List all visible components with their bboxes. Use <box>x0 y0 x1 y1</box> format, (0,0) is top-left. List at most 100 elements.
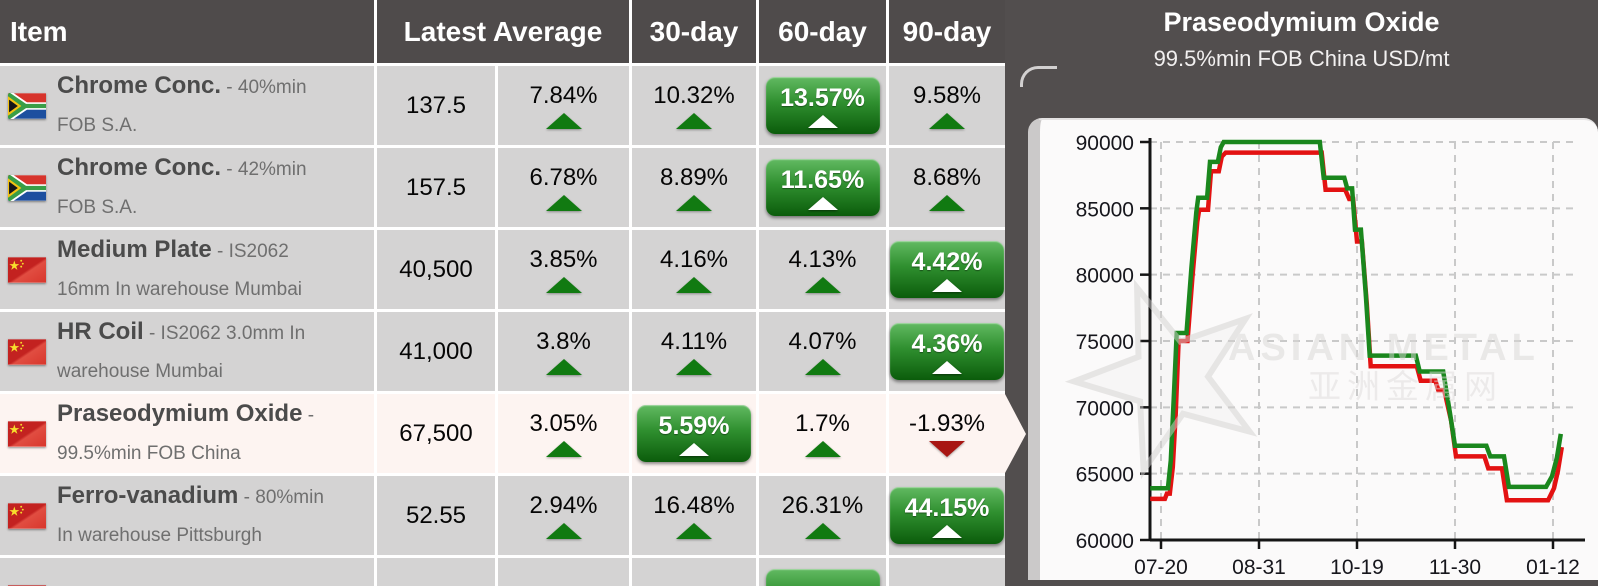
latest-average-value: 41,000 <box>377 312 495 391</box>
arrow-down-icon <box>929 441 965 457</box>
max-change-badge: 4.42% <box>890 241 1004 298</box>
change-30day: 16.48% <box>632 476 756 555</box>
latest-average-value: 52.55 <box>377 476 495 555</box>
change-percent: 3.8% <box>536 328 591 355</box>
max-change-badge: 44.15% <box>890 487 1004 544</box>
item-cell[interactable]: Ferro-vanadium - 80%min In warehouse Pitt… <box>0 476 374 555</box>
arrow-up-icon <box>545 359 582 375</box>
change-percent: 4.36% <box>911 329 983 358</box>
max-change-badge <box>765 569 880 586</box>
svg-text:60000: 60000 <box>1076 530 1134 553</box>
change-percent: 11.65% <box>780 165 865 194</box>
item-label: Chrome Conc. - 40%min FOB S.A. <box>57 71 307 136</box>
flag-china-icon <box>8 420 46 447</box>
arrow-up-icon <box>545 277 582 293</box>
item-label: Chrome Conc. - 42%min FOB S.A. <box>57 153 307 218</box>
change-90day: 44.15% <box>889 476 1005 555</box>
svg-text:01-12: 01-12 <box>1526 556 1580 578</box>
item-cell[interactable]: Chrome Conc. - 40%min FOB S.A. <box>0 66 374 145</box>
change-percent: 16.48% <box>653 492 735 519</box>
svg-text:90000: 90000 <box>1076 132 1134 155</box>
svg-text:10-19: 10-19 <box>1330 556 1384 578</box>
item-cell[interactable]: HR Coil - IS2062 3.0mm In warehouse Mumba… <box>0 312 374 391</box>
arrow-up-icon <box>807 196 838 210</box>
change-60day: 4.07% <box>759 312 886 391</box>
max-change-badge: 4.36% <box>890 323 1004 380</box>
column-header-30day: 30-day <box>632 0 756 63</box>
arrow-up-icon <box>676 195 712 211</box>
arrow-up-icon <box>929 195 965 211</box>
arrow-up-icon <box>804 441 841 457</box>
arrow-up-icon <box>545 523 582 539</box>
arrow-up-icon <box>676 277 712 293</box>
change-90day: 9.58% <box>889 66 1005 145</box>
change-percent: 3.85% <box>529 246 598 273</box>
latest-average-value <box>377 558 495 586</box>
item-cell[interactable]: Chrome Conc. - 42%min FOB S.A. <box>0 148 374 227</box>
change-percent: 9.58% <box>912 82 982 109</box>
flag-china-icon <box>8 256 46 283</box>
arrow-up-icon <box>545 441 582 457</box>
chart-title: Praseodymium Oxide <box>1163 7 1440 37</box>
item-cell[interactable]: Praseodymium Oxide -99.5%min FOB China <box>0 394 374 473</box>
change-90day: 4.42% <box>889 230 1005 309</box>
change-30day: 8.89% <box>632 148 756 227</box>
item-label: Ferro-vanadium <box>57 578 238 586</box>
item-label: HR Coil - IS2062 3.0mm In warehouse Mumba… <box>57 317 306 382</box>
change-90day: 8.68% <box>889 148 1005 227</box>
arrow-up-icon <box>804 277 841 293</box>
chart-frame-corner <box>1020 66 1057 87</box>
change-60day: 11.65% <box>759 148 886 227</box>
change-percent: 4.42% <box>911 247 983 276</box>
svg-text:65000: 65000 <box>1076 464 1134 487</box>
column-header-latest-average: Latest Average <box>377 0 629 63</box>
change-90day: 4.36% <box>889 312 1005 391</box>
item-label: Medium Plate - IS2062 16mm In warehouse M… <box>57 235 302 300</box>
change-percent: 4.13% <box>788 246 857 273</box>
change-percent: 4.16% <box>659 246 729 273</box>
change-percent: 44.15% <box>904 493 990 522</box>
selected-row-pointer <box>1005 394 1026 473</box>
svg-text:ASIAN METAL: ASIAN METAL <box>1228 327 1540 369</box>
arrow-up-icon <box>804 523 841 539</box>
svg-text:80000: 80000 <box>1076 265 1134 288</box>
change-30day: 4.11% <box>632 312 756 391</box>
change-percent: -1.93% <box>908 410 986 437</box>
latest-average-value: 40,500 <box>377 230 495 309</box>
column-header-90day: 90-day <box>889 0 1005 63</box>
svg-text:85000: 85000 <box>1076 198 1134 221</box>
item-cell[interactable]: Ferro-vanadium <box>0 558 374 586</box>
change-percent: 4.11% <box>660 328 728 355</box>
flag-china-icon <box>8 338 46 365</box>
flag-china-icon <box>8 502 46 529</box>
latest-average-value: 157.5 <box>377 148 495 227</box>
flag-south-africa-icon <box>8 92 46 119</box>
change-percent: 2.94% <box>529 492 598 519</box>
change-60day: 13.57% <box>759 66 886 145</box>
change-percent: 13.57% <box>780 83 865 112</box>
change-30day: 5.59% <box>632 394 756 473</box>
latest-average-value: 137.5 <box>377 66 495 145</box>
latest-average-change: 2.94% <box>498 476 629 555</box>
change-percent: 1.7% <box>795 410 850 437</box>
column-header-60day: 60-day <box>759 0 886 63</box>
change-percent: 26.31% <box>781 492 864 519</box>
latest-average-change: 3.05% <box>498 394 629 473</box>
svg-text:08-31: 08-31 <box>1232 556 1286 578</box>
latest-average-change <box>498 558 629 586</box>
change-percent: 10.32% <box>653 82 735 109</box>
arrow-up-icon <box>679 442 709 456</box>
item-cell[interactable]: Medium Plate - IS2062 16mm In warehouse M… <box>0 230 374 309</box>
arrow-up-icon <box>676 523 712 539</box>
svg-text:11-30: 11-30 <box>1429 556 1481 578</box>
change-percent: 8.68% <box>912 164 982 191</box>
change-percent: 3.05% <box>529 410 598 437</box>
arrow-up-icon <box>932 360 962 374</box>
svg-text:75000: 75000 <box>1076 331 1134 354</box>
latest-average-value: 67,500 <box>377 394 495 473</box>
change-30day <box>632 558 756 586</box>
arrow-up-icon <box>807 114 838 128</box>
flag-china-icon <box>8 584 46 586</box>
